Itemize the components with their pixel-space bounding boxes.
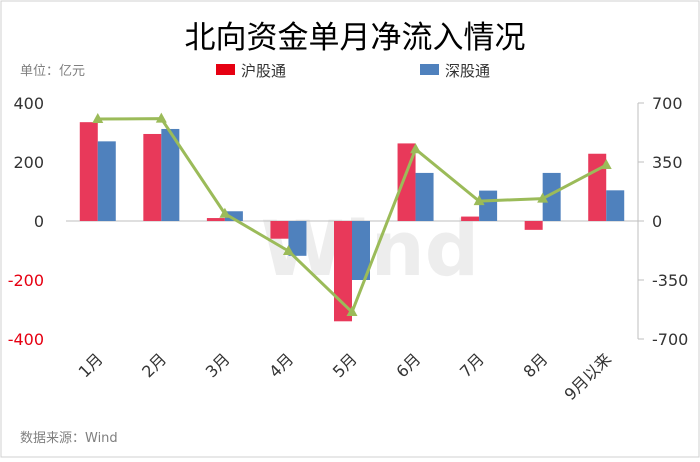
line-point-1: [92, 113, 104, 124]
right-tick-label: 350: [652, 153, 683, 172]
line-point-9: [600, 159, 612, 170]
bar-shanghai-5: [334, 221, 352, 322]
right-tick-label: 0: [652, 212, 662, 231]
bar-shanghai-9: [588, 153, 607, 221]
left-tick-label: -200: [8, 271, 44, 290]
line-point-7: [473, 195, 485, 206]
bar-shenzhen-7: [479, 190, 498, 221]
chart-title: 北向资金单月净流入情况: [185, 20, 526, 56]
legend-swatch-shanghai: [216, 64, 235, 75]
left-tick-label: 0: [34, 212, 44, 231]
legend-swatch-shenzhen: [420, 64, 439, 75]
bar-shanghai-4: [270, 221, 289, 239]
right-tick-label: 700: [652, 94, 683, 113]
bar-shenzhen-9: [606, 190, 625, 221]
bar-shenzhen-4: [288, 221, 307, 256]
left-tick-label: 400: [13, 94, 44, 113]
right-tick-label: -700: [652, 330, 688, 349]
line-point-4: [282, 245, 294, 256]
bar-shenzhen-1: [97, 141, 116, 221]
bar-shanghai-1: [79, 122, 98, 221]
bar-shenzhen-6: [415, 172, 434, 221]
legend-label-shenzhen: 深股通: [445, 62, 490, 80]
line-point-3: [219, 207, 231, 218]
line-point-6: [410, 143, 422, 154]
right-tick-label: -350: [652, 271, 688, 290]
bar-shenzhen-5: [352, 221, 370, 280]
left-tick-label: 200: [13, 153, 44, 172]
left-tick-label: -400: [8, 330, 44, 349]
left-axis-ticks: 400 200 0 -200 -400: [8, 94, 44, 349]
unit-label: 单位：亿元: [20, 64, 85, 79]
bar-shanghai-8: [524, 221, 543, 230]
bar-shenzhen-8: [542, 172, 561, 221]
line-series: [92, 112, 612, 317]
bar-shanghai-3: [206, 218, 225, 221]
bar-shenzhen-2: [161, 128, 180, 221]
line-point-5: [346, 306, 358, 317]
bar-shanghai-2: [143, 133, 162, 221]
legend: 沪股通 深股通: [216, 62, 490, 80]
bar-shanghai-7: [461, 216, 480, 221]
legend-label-shanghai: 沪股通: [241, 62, 286, 80]
bar-shenzhen-3: [224, 211, 243, 221]
line-point-8: [537, 192, 549, 203]
line-point-2: [155, 112, 167, 123]
bars: [79, 122, 625, 322]
right-axis-ticks: 700 350 0 -350 -700: [638, 94, 688, 349]
source-note: 数据来源：Wind: [20, 431, 118, 446]
